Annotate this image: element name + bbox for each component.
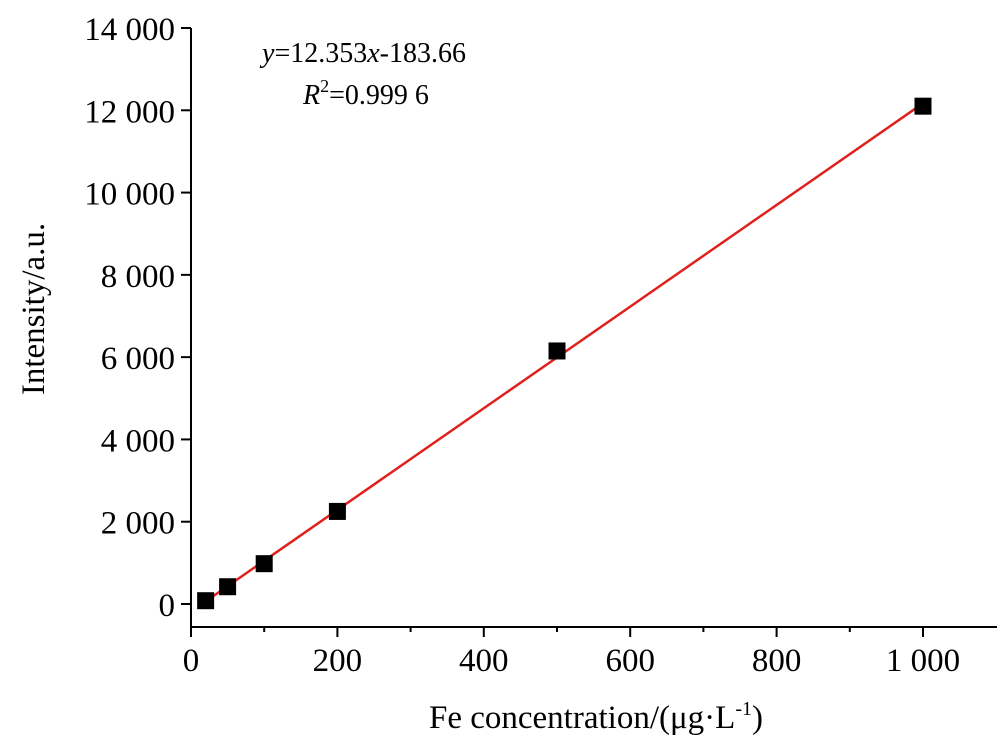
- equation-annotation: y=12.353x-183.66: [259, 38, 466, 69]
- y-tick-label: 0: [159, 588, 176, 624]
- y-tick-label: 14 000: [84, 12, 175, 48]
- x-tick-label: 200: [313, 643, 363, 679]
- y-tick-label: 10 000: [84, 177, 175, 213]
- x-axis-title: Fe concentration/(μg·L-1): [429, 698, 763, 736]
- y-axis-title: Intensity/a.u.: [16, 223, 52, 395]
- data-point: [914, 97, 932, 115]
- y-tick-label: 8 000: [101, 259, 175, 295]
- x-tick-label: 1 000: [886, 643, 960, 679]
- data-points-layer: [197, 97, 932, 610]
- y-tick-label: 12 000: [84, 94, 175, 130]
- y-tick-label: 2 000: [101, 506, 175, 542]
- x-tick-label: 400: [459, 643, 509, 679]
- data-point: [548, 342, 566, 360]
- data-point: [255, 555, 273, 573]
- y-tick-label: 6 000: [101, 341, 175, 377]
- x-tick-label: 600: [605, 643, 655, 679]
- axes-layer: 0 2 000 4 000 6 000 8 000 10 000 12 000 14 000 0…: [84, 12, 997, 679]
- x-tick-label: 0: [183, 643, 200, 679]
- data-point: [219, 578, 237, 596]
- data-point: [328, 502, 346, 520]
- data-point: [197, 592, 215, 610]
- r-squared-annotation: R2=0.999 6: [302, 76, 429, 111]
- x-tick-label: 800: [752, 643, 802, 679]
- y-tick-label: 4 000: [101, 423, 175, 459]
